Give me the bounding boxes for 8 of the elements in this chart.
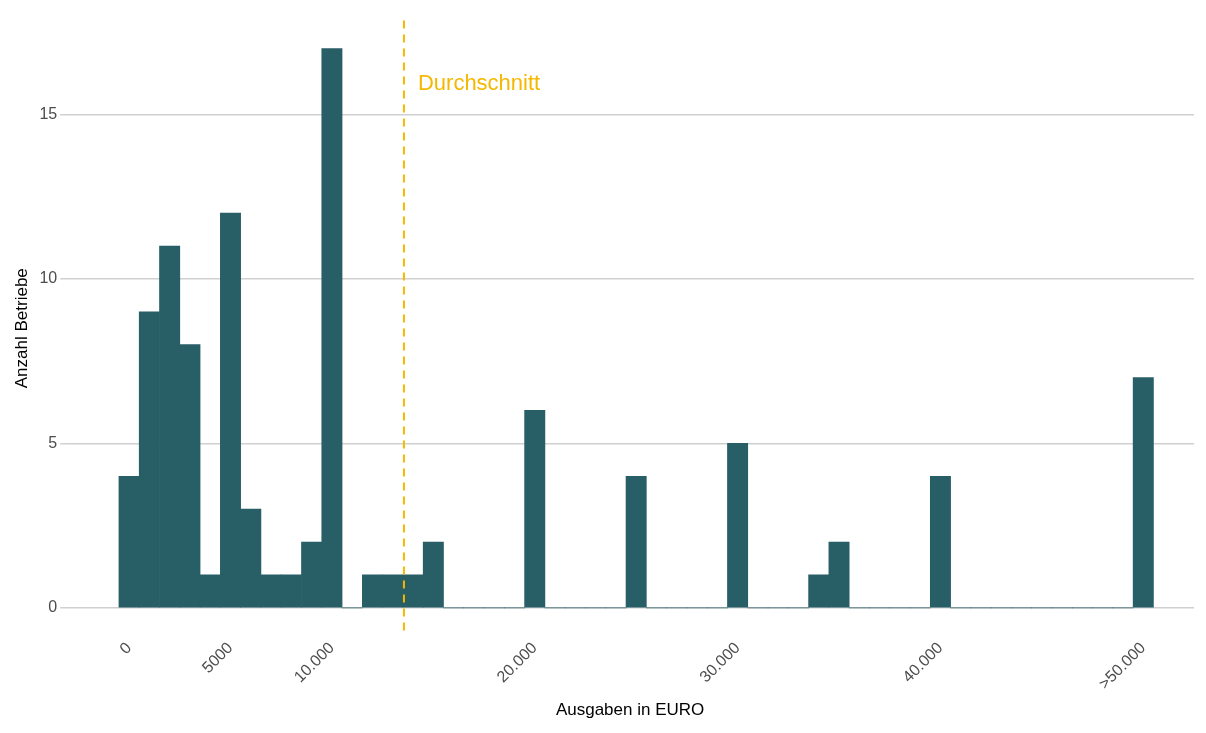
y-tick-label: 5 [48, 433, 58, 451]
y-tick-label: 15 [39, 104, 58, 122]
y-tick-label: 10 [39, 269, 58, 287]
y-axis-title: Anzahl Betriebe [11, 268, 31, 389]
x-tick-label: 0 [116, 638, 135, 658]
y-tick-label: 0 [48, 598, 58, 616]
x-axis-title: Ausgaben in EURO [555, 700, 705, 720]
ref-line-label: Durchschnitt [417, 69, 541, 95]
